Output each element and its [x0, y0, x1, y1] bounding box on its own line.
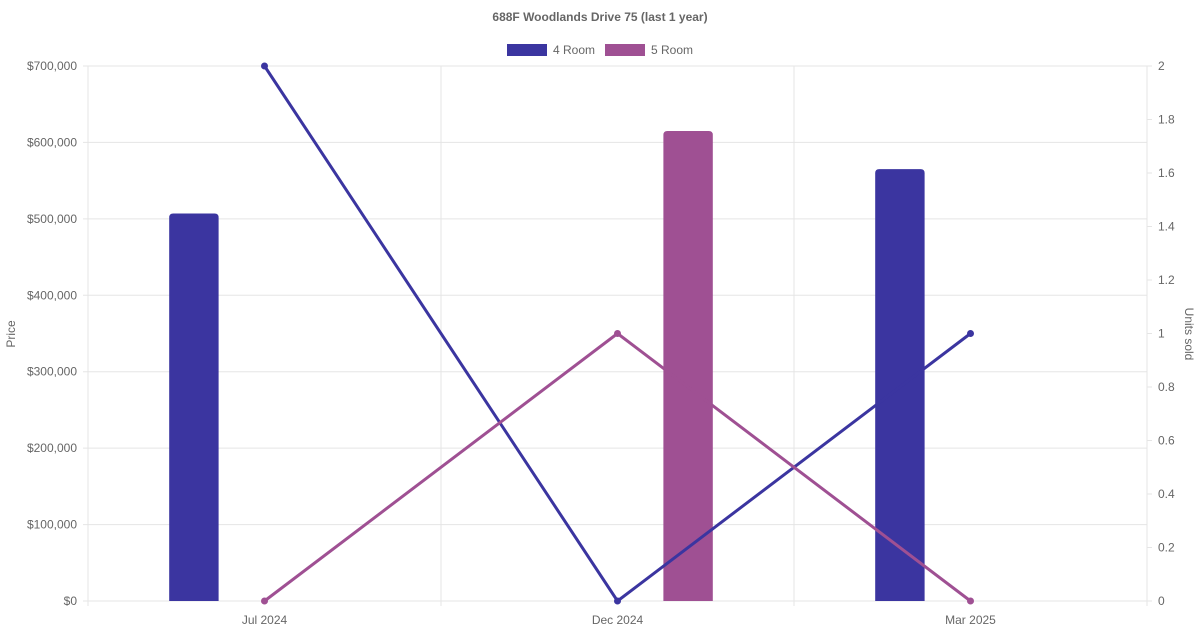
left-axis-title: Price: [4, 320, 18, 348]
left-tick-label: $200,000: [27, 441, 77, 455]
legend-swatch-5-room: [605, 44, 645, 56]
right-tick-label: 1.4: [1158, 220, 1175, 234]
right-tick-label: 2: [1158, 59, 1165, 73]
bars: [169, 130, 925, 601]
bar-4-room[interactable]: [169, 213, 219, 601]
right-tick-label: 1: [1158, 327, 1165, 341]
right-tick-label: 1.2: [1158, 273, 1175, 287]
left-tick-label: $100,000: [27, 518, 77, 532]
left-axis-ticks: $0 $100,000 $200,000 $300,000 $400,000 $500,0…: [27, 59, 77, 608]
right-tick-label: 1.8: [1158, 113, 1175, 127]
right-tick-label: 0.4: [1158, 487, 1175, 501]
left-tick-label: $300,000: [27, 365, 77, 379]
point-5-room[interactable]: [614, 330, 621, 337]
right-tick-label: 1.6: [1158, 166, 1175, 180]
right-tick-label: 0: [1158, 594, 1165, 608]
chart-title: 688F Woodlands Drive 75 (last 1 year): [492, 10, 707, 24]
left-tick-label: $700,000: [27, 59, 77, 73]
point-5-room[interactable]: [967, 597, 974, 605]
point-4-room[interactable]: [967, 330, 974, 337]
bar-5-room[interactable]: [663, 130, 713, 601]
legend[interactable]: 4 Room 5 Room: [507, 43, 693, 57]
right-tick-label: 0.2: [1158, 541, 1175, 555]
point-4-room[interactable]: [614, 597, 621, 605]
point-5-room[interactable]: [261, 597, 268, 605]
lines: [261, 62, 974, 605]
bar-4-room[interactable]: [875, 169, 925, 601]
left-tick-label: $0: [64, 594, 78, 608]
gridlines: [83, 65, 1152, 606]
right-axis-ticks: 0 0.2 0.4 0.6 0.8 1 1.2 1.4 1.6 1.8 2: [1158, 59, 1175, 608]
point-4-room[interactable]: [261, 62, 268, 70]
right-tick-label: 0.6: [1158, 434, 1175, 448]
line-5-room: [263, 332, 972, 603]
left-tick-label: $500,000: [27, 212, 77, 226]
x-tick-label: Dec 2024: [592, 613, 644, 627]
left-tick-label: $600,000: [27, 135, 77, 149]
x-tick-label: Mar 2025: [945, 613, 996, 627]
legend-label-4-room: 4 Room: [553, 43, 595, 57]
right-tick-label: 0.8: [1158, 380, 1175, 394]
right-axis-title: Units sold: [1182, 308, 1196, 361]
x-axis-ticks: Jul 2024 Dec 2024 Mar 2025: [242, 613, 996, 627]
x-tick-label: Jul 2024: [242, 613, 288, 627]
legend-swatch-4-room: [507, 44, 547, 56]
left-tick-label: $400,000: [27, 288, 77, 302]
legend-label-5-room: 5 Room: [651, 43, 693, 57]
